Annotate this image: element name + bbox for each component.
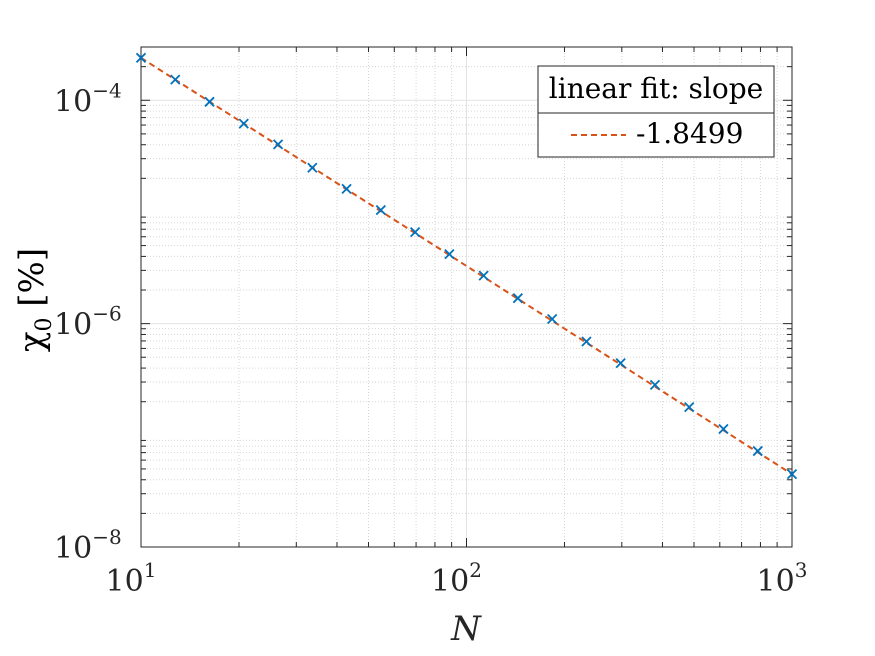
y-axis-symbol: χ <box>12 332 52 353</box>
legend-title: linear fit: slope <box>549 72 763 105</box>
data-point-marker <box>478 270 489 281</box>
data-point-marker <box>135 52 147 63</box>
svg-text:χ0 [%]: χ0 [%] <box>12 248 57 352</box>
axis-ticks <box>140 47 793 548</box>
data-point-marker <box>547 313 558 325</box>
y-axis-unit: [%] <box>12 248 52 307</box>
legend-fit-label: -1.8499 <box>636 117 743 150</box>
data-marker-series <box>135 52 798 480</box>
marker-stroke <box>649 379 661 391</box>
data-point-marker <box>581 336 592 347</box>
marker-stroke <box>752 445 763 457</box>
data-point-marker <box>307 162 318 173</box>
data-point-marker <box>649 379 661 391</box>
marker-stroke <box>135 52 147 63</box>
x-tick-label: 101 <box>106 558 157 599</box>
y-tick-labels: 10−8 10−6 10−4 <box>54 78 122 566</box>
marker-stroke <box>786 469 798 480</box>
data-point-marker <box>786 469 798 480</box>
marker-stroke <box>547 313 558 325</box>
marker-stroke <box>478 270 489 281</box>
x-axis-label: N <box>450 609 482 649</box>
fit-line-series <box>140 56 793 476</box>
marker-stroke <box>272 139 284 150</box>
data-point-marker <box>341 183 352 195</box>
marker-stroke <box>444 249 455 260</box>
data-point-marker <box>684 401 695 413</box>
marker-stroke <box>375 204 386 216</box>
x-tick-label: 103 <box>757 558 808 599</box>
marker-stroke <box>512 293 523 304</box>
y-tick-label: 10−6 <box>54 302 122 343</box>
marker-stroke <box>238 118 249 129</box>
minor-grid <box>141 47 792 547</box>
y-tick-label: 10−8 <box>54 525 122 566</box>
marker-stroke <box>684 401 695 413</box>
x-tick-label: 102 <box>431 558 482 599</box>
marker-stroke <box>170 74 181 85</box>
marker-stroke <box>409 226 421 238</box>
data-point-marker <box>170 74 181 85</box>
marker-stroke <box>615 357 626 369</box>
data-point-marker <box>204 96 215 107</box>
y-axis-label: χ0 [%] <box>12 248 57 352</box>
fit-line <box>140 56 793 476</box>
data-point-marker <box>752 445 763 457</box>
y-axis-subscript: 0 <box>32 318 57 332</box>
marker-stroke <box>581 336 592 347</box>
legend-box <box>537 65 775 158</box>
y-tick-label: 10−4 <box>54 78 122 119</box>
marker-stroke <box>204 96 215 107</box>
marker-stroke <box>341 183 352 195</box>
marker-stroke <box>307 162 318 173</box>
marker-stroke <box>718 423 729 435</box>
data-point-marker <box>512 293 523 304</box>
x-tick-labels: 101 102 103 <box>106 558 808 599</box>
data-point-marker <box>615 357 626 369</box>
data-point-marker <box>444 249 455 260</box>
data-point-marker <box>272 139 284 150</box>
data-point-marker <box>718 423 729 435</box>
data-point-marker <box>238 118 249 129</box>
data-point-marker <box>409 226 421 238</box>
data-point-marker <box>375 204 386 216</box>
legend: linear fit: slope -1.8499 <box>537 65 775 158</box>
